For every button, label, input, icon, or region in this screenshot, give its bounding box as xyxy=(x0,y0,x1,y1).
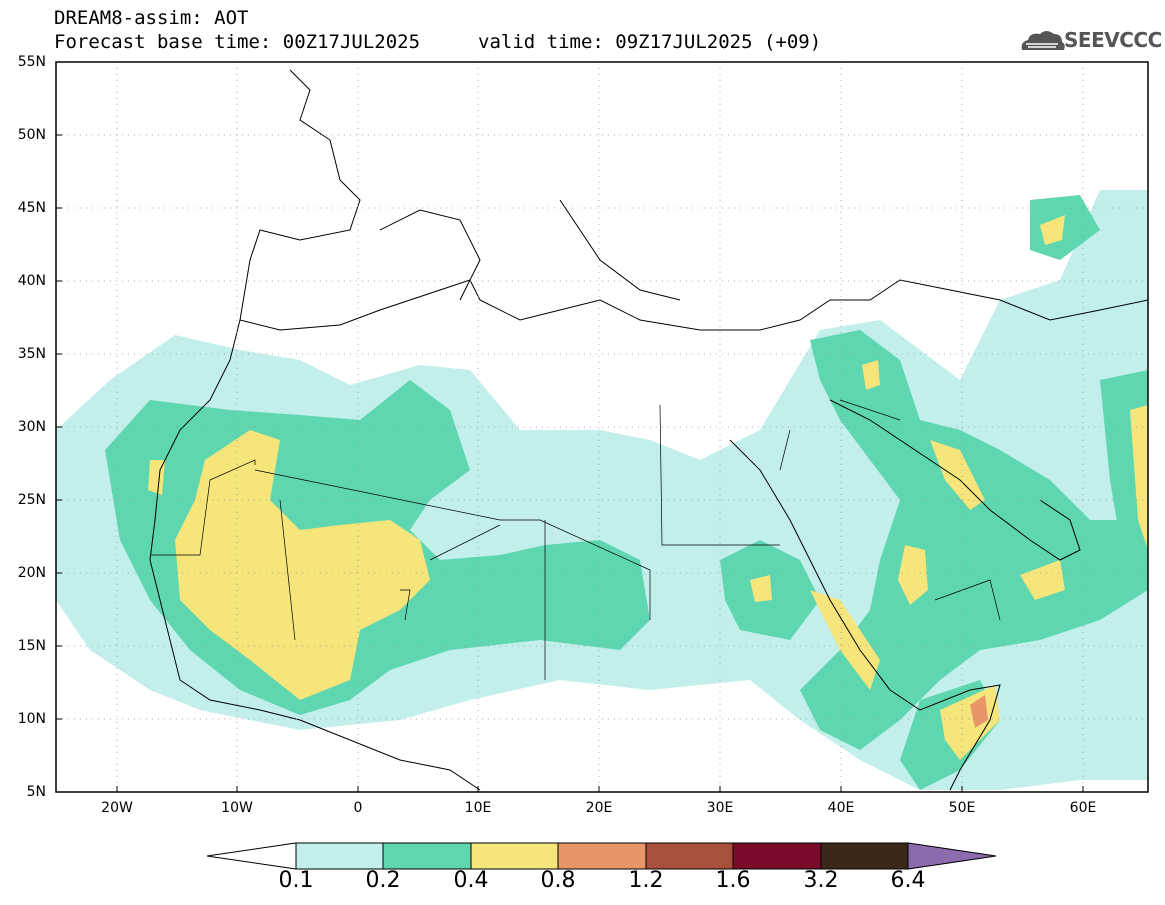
lon-label: 10E xyxy=(464,800,492,816)
lon-label: 10W xyxy=(221,800,253,816)
colorbar-bin-0.8 xyxy=(557,842,647,870)
colorbar-bin-3.2 xyxy=(820,842,909,870)
colorbar-bin-0.4 xyxy=(470,842,559,870)
lon-label: 20W xyxy=(101,800,133,816)
map-grid xyxy=(56,62,1148,792)
lon-label: 20E xyxy=(585,800,613,816)
cloud-icon xyxy=(1021,31,1065,50)
lon-label: 0 xyxy=(353,800,363,816)
lat-label: 25N xyxy=(17,492,46,508)
colorbar-bin-1.2 xyxy=(645,842,734,870)
base-time: Forecast base time: 00Z17JUL2025 xyxy=(54,31,421,53)
lat-label: 35N xyxy=(17,346,46,362)
colorbar-bin-0.2 xyxy=(382,842,472,870)
country-borders xyxy=(150,399,1001,680)
seevccc-logo: SEEVCCC xyxy=(1064,28,1162,52)
colorbar-label: 0.8 xyxy=(540,868,576,893)
lat-label: 10N xyxy=(17,711,46,727)
colorbar-label: 0.1 xyxy=(278,868,314,893)
colorbar-bin-1.6 xyxy=(732,842,822,870)
lat-label: 55N xyxy=(17,54,46,70)
lat-label: 50N xyxy=(17,127,46,143)
lat-label: 20N xyxy=(17,565,46,581)
colorbar-label: 6.4 xyxy=(890,868,926,893)
colorbar-bin-0.1 xyxy=(295,842,384,870)
colorbar xyxy=(206,842,997,870)
colorbar-label: 0.2 xyxy=(365,868,401,893)
lon-label: 40E xyxy=(827,800,855,816)
aot-shading-0.8 xyxy=(970,695,988,728)
colorbar-under-arrow xyxy=(206,842,297,870)
lat-label: 15N xyxy=(17,638,46,654)
lat-label: 5N xyxy=(26,784,46,800)
valid-time: valid time: 09Z17JUL2025 (+09) xyxy=(478,31,822,53)
lon-label: 60E xyxy=(1069,800,1097,816)
model-title: DREAM8-assim: AOT xyxy=(54,7,249,29)
aot-shading-0.4 xyxy=(148,215,1148,760)
colorbar-label: 1.6 xyxy=(715,868,751,893)
coastlines xyxy=(149,69,1149,791)
colorbar-label: 3.2 xyxy=(803,868,839,893)
lon-label: 50E xyxy=(948,800,976,816)
lat-label: 30N xyxy=(17,419,46,435)
colorbar-label: 1.2 xyxy=(628,868,664,893)
lat-label: 45N xyxy=(17,200,46,216)
lon-label: 30E xyxy=(706,800,734,816)
colorbar-over-arrow xyxy=(907,842,997,870)
axis-ticks xyxy=(56,134,1084,792)
colorbar-label: 0.4 xyxy=(453,868,489,893)
lat-label: 40N xyxy=(17,273,46,289)
